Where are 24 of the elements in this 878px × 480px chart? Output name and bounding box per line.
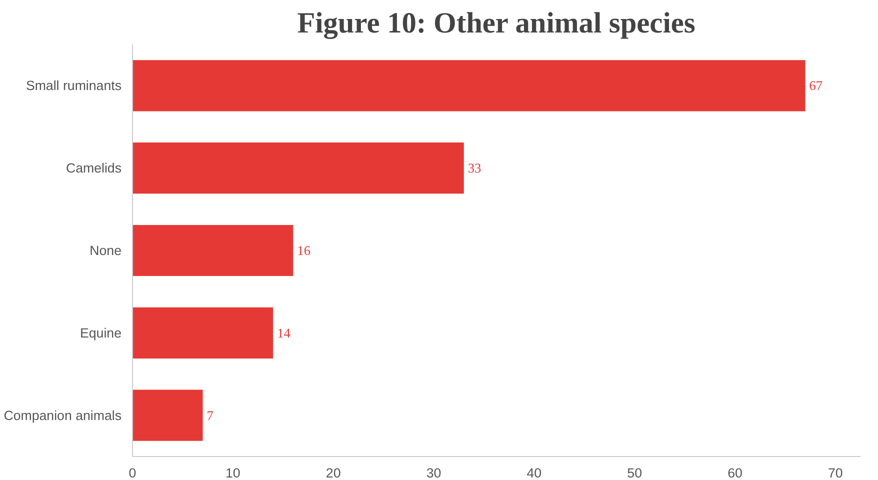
- data-label: 7: [206, 408, 214, 423]
- bar: [132, 60, 806, 112]
- y-tick-label: None: [90, 243, 122, 258]
- x-tick-label: 10: [226, 466, 240, 480]
- bar: [132, 307, 274, 358]
- x-tick-label: 20: [326, 466, 341, 480]
- y-tick-label: Small ruminants: [26, 78, 122, 94]
- y-tick-label: Equine: [80, 325, 122, 340]
- data-label: 67: [809, 78, 823, 94]
- bar: [132, 224, 294, 276]
- data-label: 16: [297, 243, 311, 258]
- x-tick-label: 60: [728, 466, 742, 480]
- y-tick-label: Companion animals: [4, 408, 122, 423]
- x-tick-label: 40: [526, 466, 542, 480]
- data-label: 33: [468, 160, 482, 176]
- y-tick-label: Camelids: [66, 160, 122, 176]
- data-label: 14: [277, 325, 291, 340]
- x-tick-label: 30: [426, 466, 442, 480]
- x-tick-label: 70: [828, 466, 843, 480]
- bar: [132, 142, 464, 194]
- x-tick-label: 0: [128, 466, 136, 480]
- chart-title: Figure 10: Other animal species: [297, 8, 696, 40]
- x-tick-label: 50: [627, 466, 642, 480]
- bar: [132, 390, 203, 441]
